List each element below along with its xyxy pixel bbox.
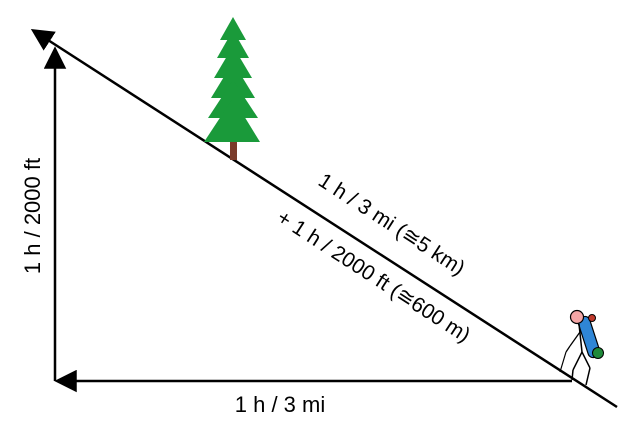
slope-arrow xyxy=(30,28,618,409)
slope-label-climb: + 1 h / 2000 ft (≅600 m) xyxy=(273,206,474,347)
hiker-icon xyxy=(559,309,604,386)
pine-tree-icon xyxy=(204,17,260,160)
vertical-label: 1 h / 2000 ft xyxy=(20,158,45,274)
horizontal-label: 1 h / 3 mi xyxy=(235,392,325,417)
